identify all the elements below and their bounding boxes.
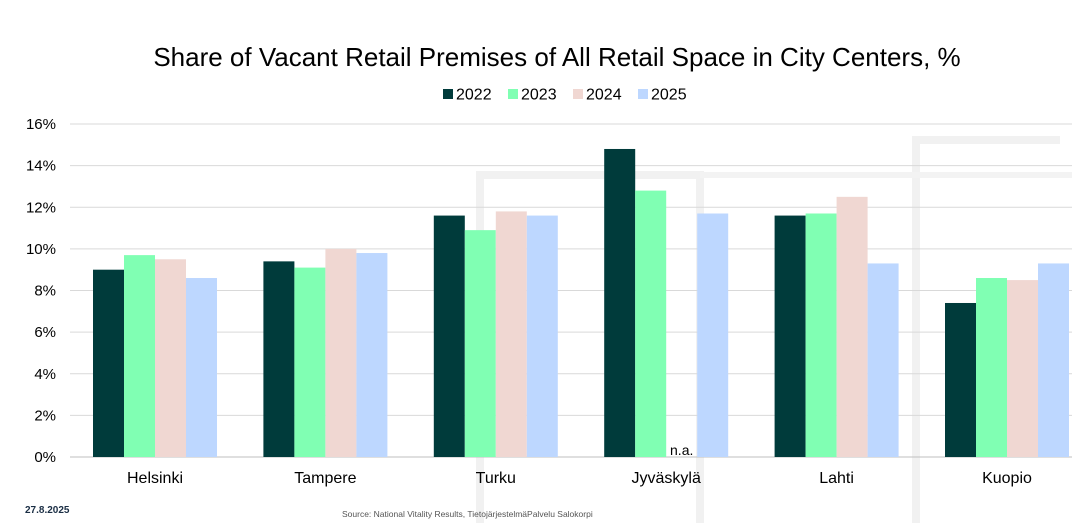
bar-2022 xyxy=(604,148,636,457)
bar-2022 xyxy=(945,302,976,457)
bar-2024 xyxy=(836,196,868,457)
bar-2022 xyxy=(263,261,295,457)
y-tick-label: 0% xyxy=(34,449,56,466)
legend-swatch-2025 xyxy=(638,89,648,99)
x-tick-label: Helsinki xyxy=(127,470,183,487)
y-tick-label: 4% xyxy=(34,366,56,383)
bar-2025 xyxy=(186,278,217,457)
bar-2023 xyxy=(294,267,326,457)
x-tick-label: Kuopio xyxy=(982,470,1032,487)
bars: n.a. xyxy=(93,148,1069,458)
x-tick-label: Lahti xyxy=(819,470,854,487)
na-label: n.a. xyxy=(670,442,693,458)
bar-2022 xyxy=(433,215,465,457)
x-tick-label: Turku xyxy=(476,470,516,487)
chart-title: Share of Vacant Retail Premises of All R… xyxy=(153,42,960,72)
y-tick-label: 8% xyxy=(34,283,56,300)
legend-label-2023: 2023 xyxy=(521,87,557,104)
x-axis: Helsinki Tampere Turku Jyväskylä Lahti Kuopio xyxy=(127,470,1032,487)
bar-2024 xyxy=(325,248,357,457)
bar-2023 xyxy=(124,255,155,457)
footer-source: Source: National Vitality Results, Tieto… xyxy=(342,509,593,519)
y-tick-label: 16% xyxy=(26,116,56,133)
y-tick-label: 6% xyxy=(34,324,56,341)
legend: 2022 2023 2024 2025 xyxy=(443,87,687,104)
bar-2022 xyxy=(93,269,124,457)
bar-2024 xyxy=(495,211,527,457)
bar-2023 xyxy=(976,278,1007,457)
y-tick-label: 10% xyxy=(26,241,56,258)
legend-label-2022: 2022 xyxy=(456,87,492,104)
bar-2025 xyxy=(526,215,558,457)
bar-2023 xyxy=(635,190,667,457)
bar-2025 xyxy=(1038,263,1069,457)
bar-2025 xyxy=(867,263,899,457)
y-axis: 0% 2% 4% 6% 8% 10% 12% 14% 16% xyxy=(26,116,56,466)
y-tick-label: 14% xyxy=(26,158,56,175)
bar-2025 xyxy=(356,253,388,457)
footer-date: 27.8.2025 xyxy=(25,505,70,516)
y-tick-label: 12% xyxy=(26,199,56,216)
bar-2022 xyxy=(774,215,806,457)
legend-swatch-2022 xyxy=(443,89,453,99)
bar-2025 xyxy=(697,213,729,457)
bar-2024 xyxy=(155,259,186,457)
x-tick-label: Tampere xyxy=(294,470,356,487)
bar-2023 xyxy=(805,213,837,457)
bar-2023 xyxy=(464,230,496,457)
y-tick-label: 2% xyxy=(34,407,56,424)
legend-label-2024: 2024 xyxy=(586,87,622,104)
x-tick-label: Jyväskylä xyxy=(632,470,701,487)
gridlines xyxy=(70,123,1072,458)
legend-swatch-2024 xyxy=(573,89,583,99)
legend-swatch-2023 xyxy=(508,89,518,99)
legend-label-2025: 2025 xyxy=(651,87,687,104)
bar-2024 xyxy=(1007,280,1038,457)
